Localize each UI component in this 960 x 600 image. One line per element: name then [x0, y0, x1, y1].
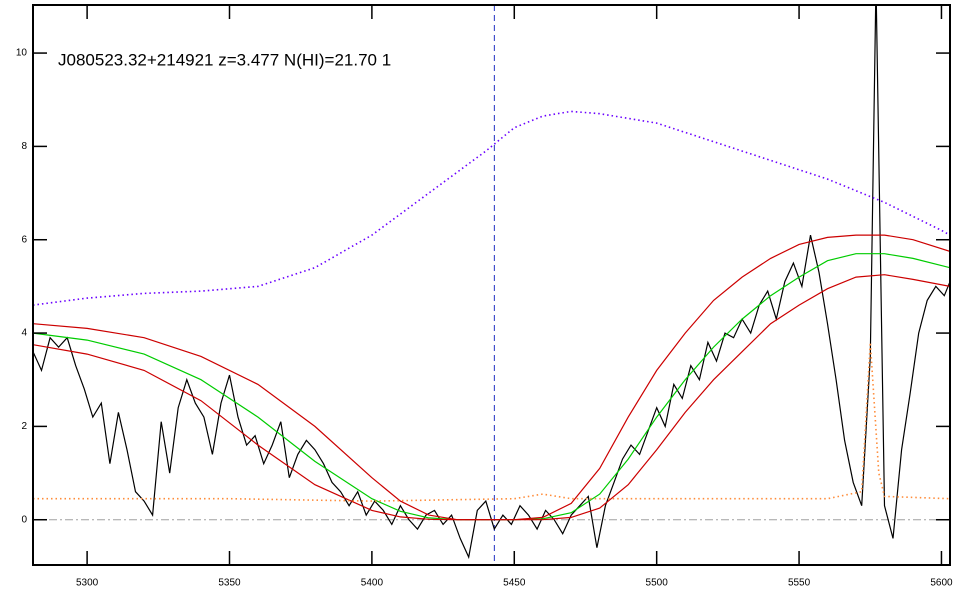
- x-tick-label: 5400: [361, 578, 384, 589]
- y-tick-label: 8: [21, 141, 27, 152]
- y-tick-label: 2: [21, 421, 27, 432]
- x-tick-label: 5450: [503, 578, 526, 589]
- axes: 5300 5350 5400 5450 5500 5550 5600 0 2 4 6 8 10: [16, 5, 953, 589]
- x-tick-label: 5600: [930, 578, 953, 589]
- y-tick-label: 4: [21, 328, 27, 339]
- x-tick-label: 5350: [218, 578, 241, 589]
- series-line: [33, 253, 950, 521]
- x-tick-label: 5550: [788, 578, 811, 589]
- series-line: [33, 274, 950, 521]
- plot-area: [33, 5, 950, 565]
- series-line: [33, 5, 950, 560]
- series-line: [33, 234, 950, 521]
- x-tick-label: 5300: [76, 578, 99, 589]
- chart-title: J080523.32+214921 z=3.477 N(HI)=21.70 1: [58, 50, 391, 69]
- y-tick-label: 10: [16, 48, 28, 59]
- series-line: [33, 110, 950, 306]
- y-tick-label: 6: [21, 234, 27, 245]
- x-tick-label: 5500: [646, 578, 669, 589]
- y-tick-label: 0: [21, 514, 27, 525]
- series-line: [33, 342, 950, 502]
- plot-frame: [32, 4, 951, 566]
